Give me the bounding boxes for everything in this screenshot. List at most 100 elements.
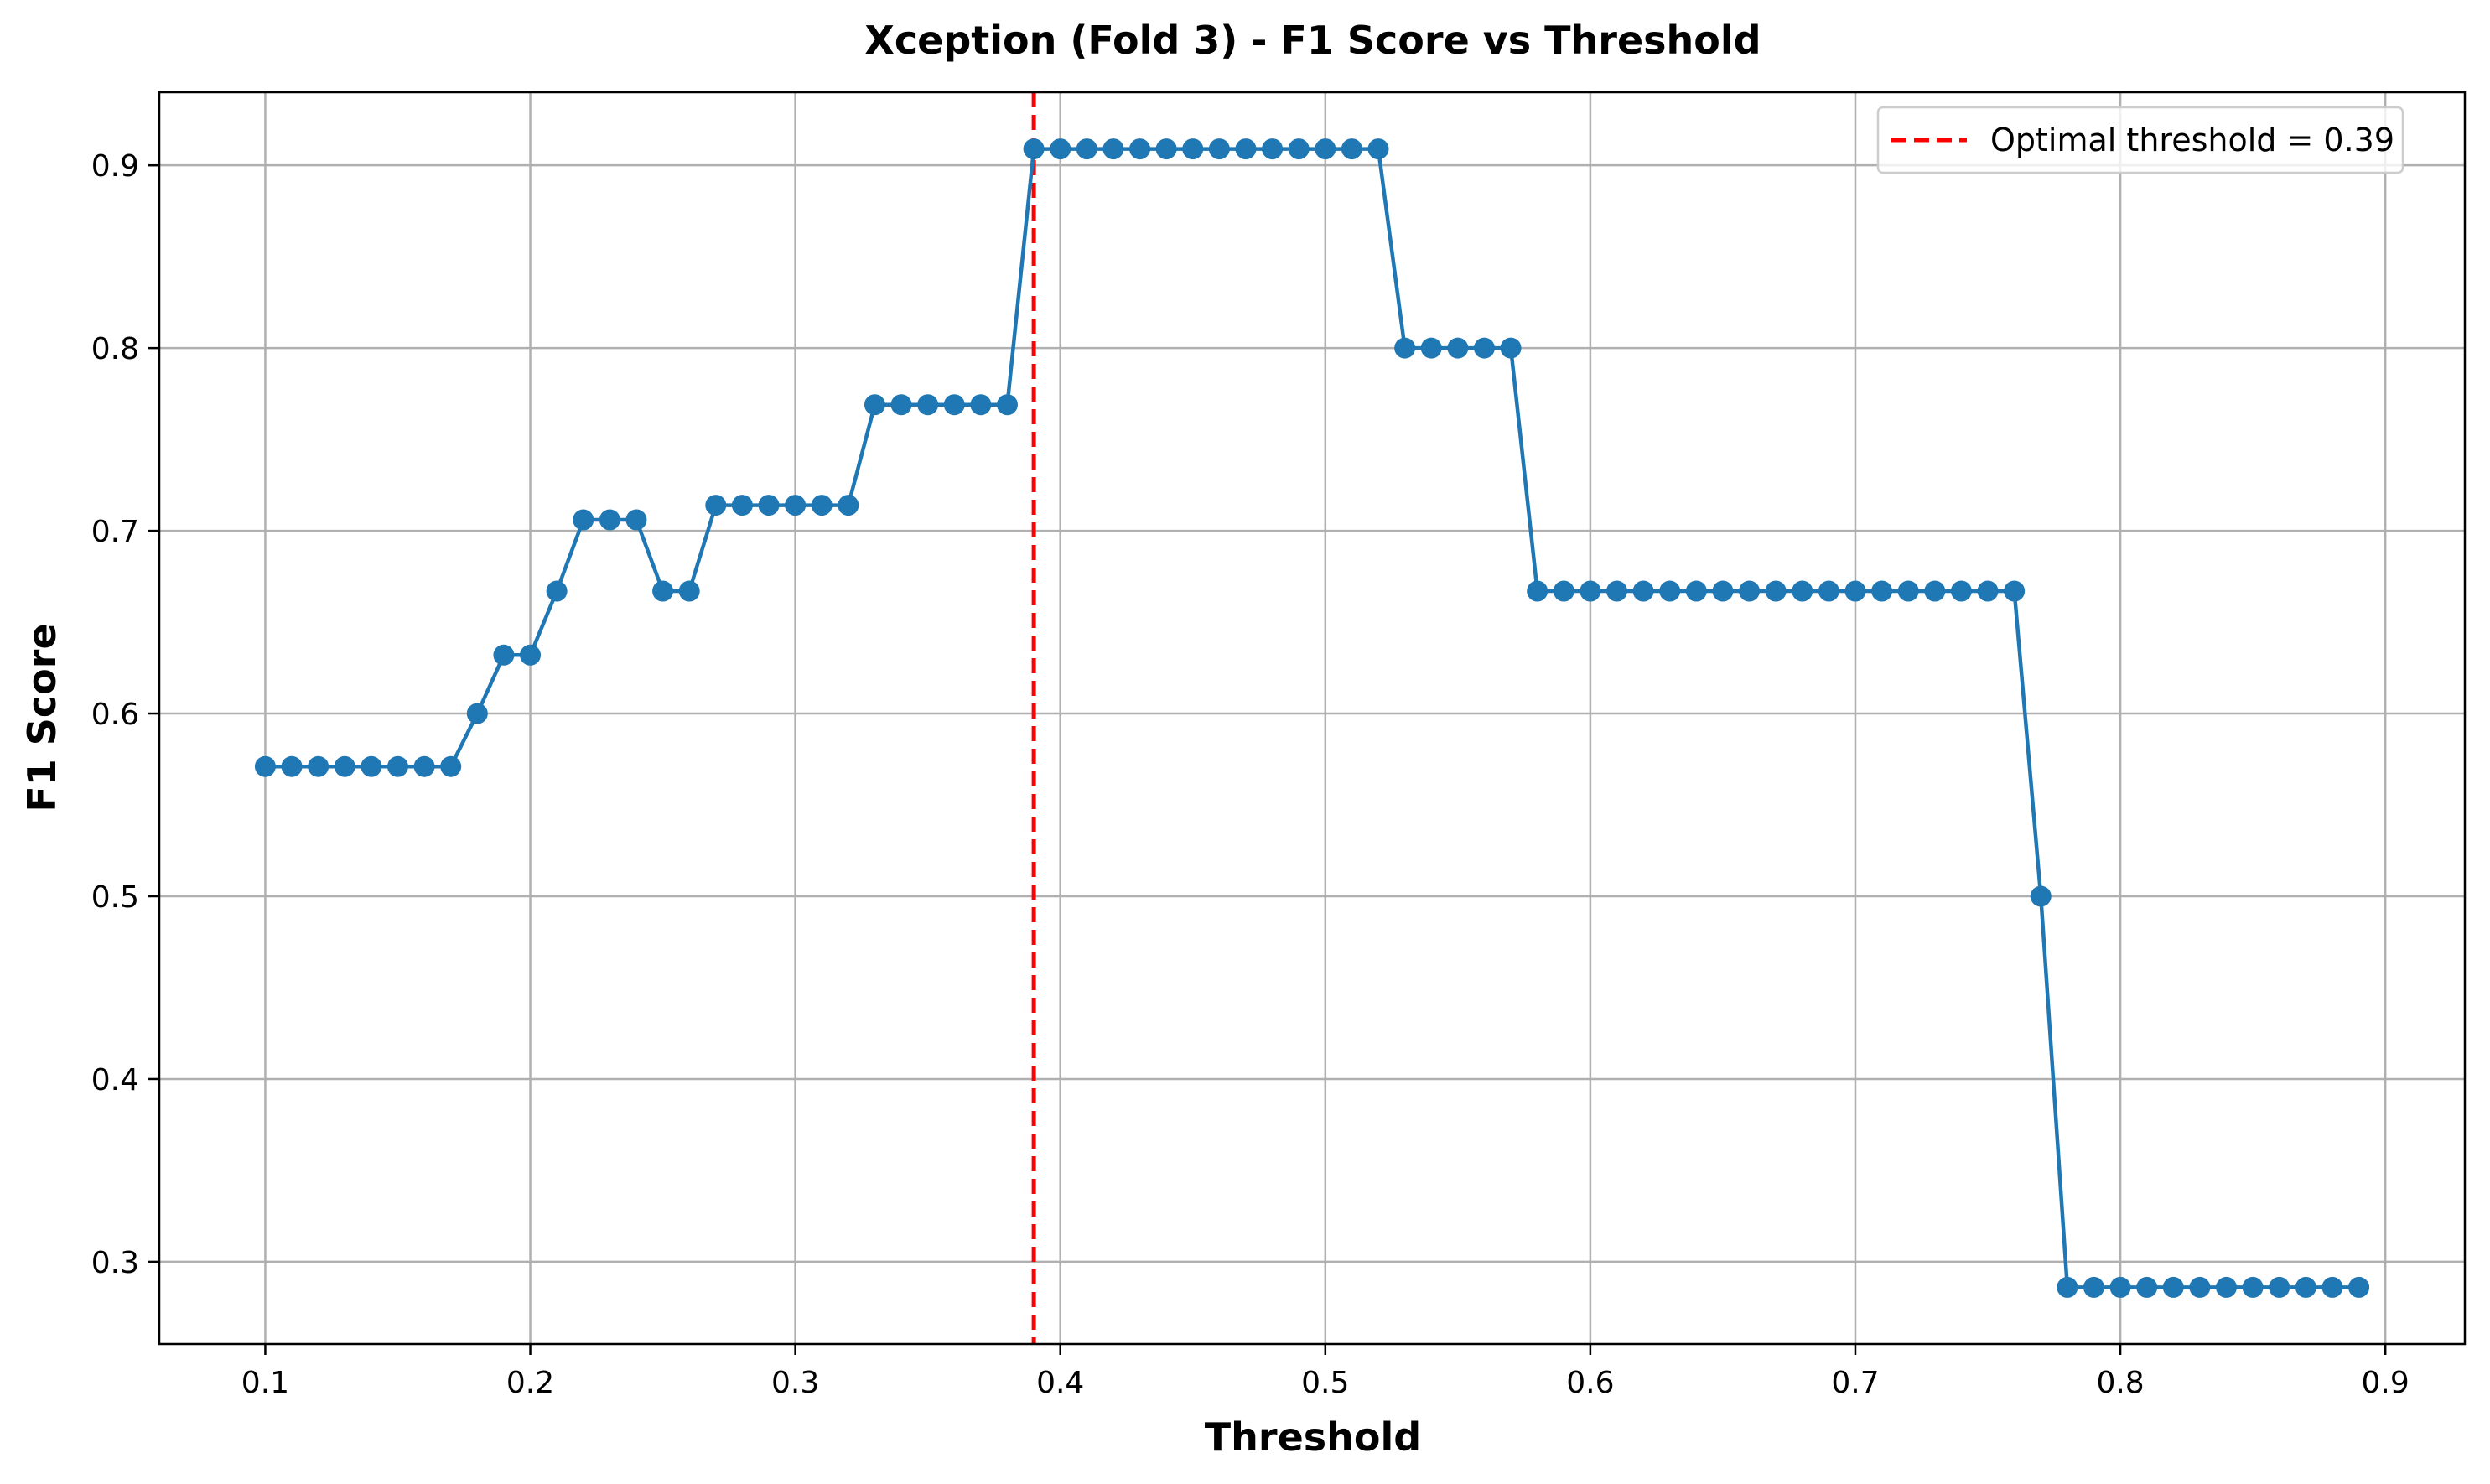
data-point	[281, 755, 303, 777]
data-point	[1712, 580, 1734, 602]
data-point	[731, 495, 753, 516]
data-point	[2004, 580, 2026, 602]
x-tick-label: 0.8	[2096, 1366, 2144, 1400]
y-tick-label: 0.5	[91, 880, 139, 915]
data-point	[1632, 580, 1654, 602]
data-point	[1155, 138, 1177, 160]
chart-title: Xception (Fold 3) - F1 Score vs Threshol…	[864, 18, 1761, 63]
data-point	[652, 580, 674, 602]
grid	[159, 92, 2465, 1344]
data-point	[1023, 138, 1045, 160]
data-point	[1076, 138, 1097, 160]
data-point	[943, 394, 965, 416]
axes-frame	[158, 91, 2467, 1346]
x-axis-label: Threshold	[1205, 1414, 1421, 1460]
data-point	[678, 580, 700, 602]
data-point	[361, 755, 382, 777]
data-point	[2030, 885, 2052, 907]
data-point	[1606, 580, 1628, 602]
data-point	[785, 495, 807, 516]
data-point	[1871, 580, 1893, 602]
x-tick-label: 0.6	[1566, 1366, 1614, 1400]
x-tick-label: 0.1	[241, 1366, 289, 1400]
data-point	[2216, 1276, 2238, 1298]
y-tick-label: 0.9	[91, 149, 139, 184]
x-tick-label: 0.9	[2362, 1366, 2410, 1400]
data-point	[2189, 1276, 2211, 1298]
data-point	[917, 394, 939, 416]
data-point	[625, 509, 647, 531]
data-point	[466, 703, 488, 724]
data-point	[1739, 580, 1761, 602]
data-point	[1102, 138, 1124, 160]
data-point	[1765, 580, 1787, 602]
data-point	[334, 755, 355, 777]
y-tick-label: 0.8	[91, 332, 139, 366]
data-point	[493, 644, 515, 666]
data-point	[1553, 580, 1574, 602]
data-point	[2348, 1276, 2370, 1298]
y-tick-label: 0.4	[91, 1063, 139, 1097]
data-point	[308, 755, 329, 777]
legend-box	[1876, 106, 2404, 174]
data-point	[1580, 580, 1601, 602]
data-point	[254, 755, 276, 777]
data-point	[599, 509, 620, 531]
data-point	[1897, 580, 1919, 602]
data-point	[758, 495, 780, 516]
data-point	[1208, 138, 1230, 160]
y-tick-label: 0.3	[91, 1246, 139, 1280]
data-point	[1685, 580, 1707, 602]
data-point	[1924, 580, 1946, 602]
data-point	[573, 509, 594, 531]
data-point	[1394, 337, 1416, 359]
data-point	[970, 394, 992, 416]
data-point	[520, 644, 542, 666]
data-point	[1050, 138, 1071, 160]
y-tick-label: 0.7	[91, 515, 139, 549]
y-tick-label: 0.6	[91, 698, 139, 732]
data-point	[2162, 1276, 2184, 1298]
data-point	[2057, 1276, 2078, 1298]
data-point	[546, 580, 568, 602]
data-point	[1288, 138, 1310, 160]
data-point	[2242, 1276, 2264, 1298]
data-point	[890, 394, 912, 416]
data-point	[1844, 580, 1866, 602]
y-axis-label: F1 Score	[19, 623, 65, 812]
data-point	[386, 755, 408, 777]
data-point	[1315, 138, 1336, 160]
data-point	[1367, 138, 1389, 160]
data-point	[1235, 138, 1257, 160]
data-point	[1182, 138, 1204, 160]
data-point	[1129, 138, 1151, 160]
x-tick-label: 0.3	[771, 1366, 819, 1400]
ticks: 0.1 0.2 0.3 0.4 0.5 0.6 0.7 0.8 0.9 0.3 0.4 0.5 0.6 0…	[91, 149, 2410, 1400]
x-tick-label: 0.5	[1301, 1366, 1349, 1400]
data-point	[2269, 1276, 2290, 1298]
data-point	[2083, 1276, 2104, 1298]
data-point	[838, 495, 859, 516]
data-point	[1447, 337, 1469, 359]
data-point	[2295, 1276, 2316, 1298]
series-layer	[254, 138, 2370, 1298]
data-point	[1792, 580, 1813, 602]
data-point	[1473, 337, 1495, 359]
x-tick-label: 0.4	[1036, 1366, 1084, 1400]
data-point	[440, 755, 462, 777]
data-point	[1977, 580, 1999, 602]
data-point	[864, 394, 885, 416]
data-point	[1659, 580, 1681, 602]
data-point	[705, 495, 727, 516]
legend: Optimal threshold = 0.39	[1876, 106, 2404, 174]
x-tick-label: 0.2	[506, 1366, 554, 1400]
data-point	[996, 394, 1018, 416]
data-point	[811, 495, 833, 516]
x-tick-label: 0.7	[1831, 1366, 1879, 1400]
data-point	[1341, 138, 1362, 160]
data-point	[2321, 1276, 2343, 1298]
data-point	[1420, 337, 1442, 359]
data-point	[2136, 1276, 2158, 1298]
